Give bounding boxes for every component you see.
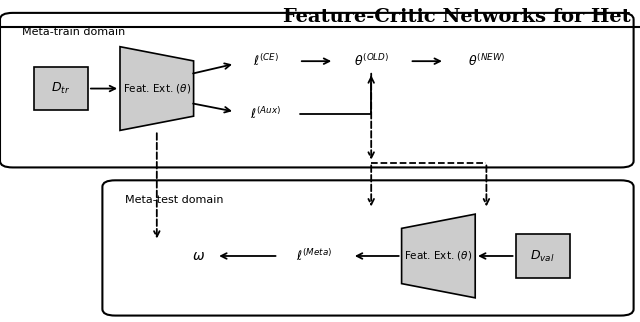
Text: Meta-test domain: Meta-test domain — [125, 195, 223, 205]
Text: $D_{tr}$: $D_{tr}$ — [51, 81, 70, 96]
Bar — [516, 234, 570, 278]
Bar — [34, 67, 88, 110]
Text: Meta-train domain: Meta-train domain — [22, 27, 125, 37]
FancyBboxPatch shape — [0, 13, 634, 167]
Polygon shape — [120, 47, 193, 130]
Text: $\omega$: $\omega$ — [192, 249, 205, 263]
Text: $\theta^{(NEW)}$: $\theta^{(NEW)}$ — [468, 53, 505, 69]
Text: $D_{val}$: $D_{val}$ — [531, 249, 555, 263]
Text: $\ell^{(Aux)}$: $\ell^{(Aux)}$ — [250, 106, 281, 122]
Text: $\ell^{(Meta)}$: $\ell^{(Meta)}$ — [296, 248, 332, 264]
Text: Feat. Ext. ($\theta$): Feat. Ext. ($\theta$) — [123, 82, 191, 95]
FancyBboxPatch shape — [102, 180, 634, 316]
Text: $\ell^{(CE)}$: $\ell^{(CE)}$ — [253, 53, 278, 69]
Text: $\theta^{(OLD)}$: $\theta^{(OLD)}$ — [353, 53, 389, 69]
Text: Feature-Critic Networks for Het: Feature-Critic Networks for Het — [283, 8, 630, 26]
Polygon shape — [402, 214, 476, 298]
Text: Feat. Ext. ($\theta$): Feat. Ext. ($\theta$) — [404, 250, 472, 262]
